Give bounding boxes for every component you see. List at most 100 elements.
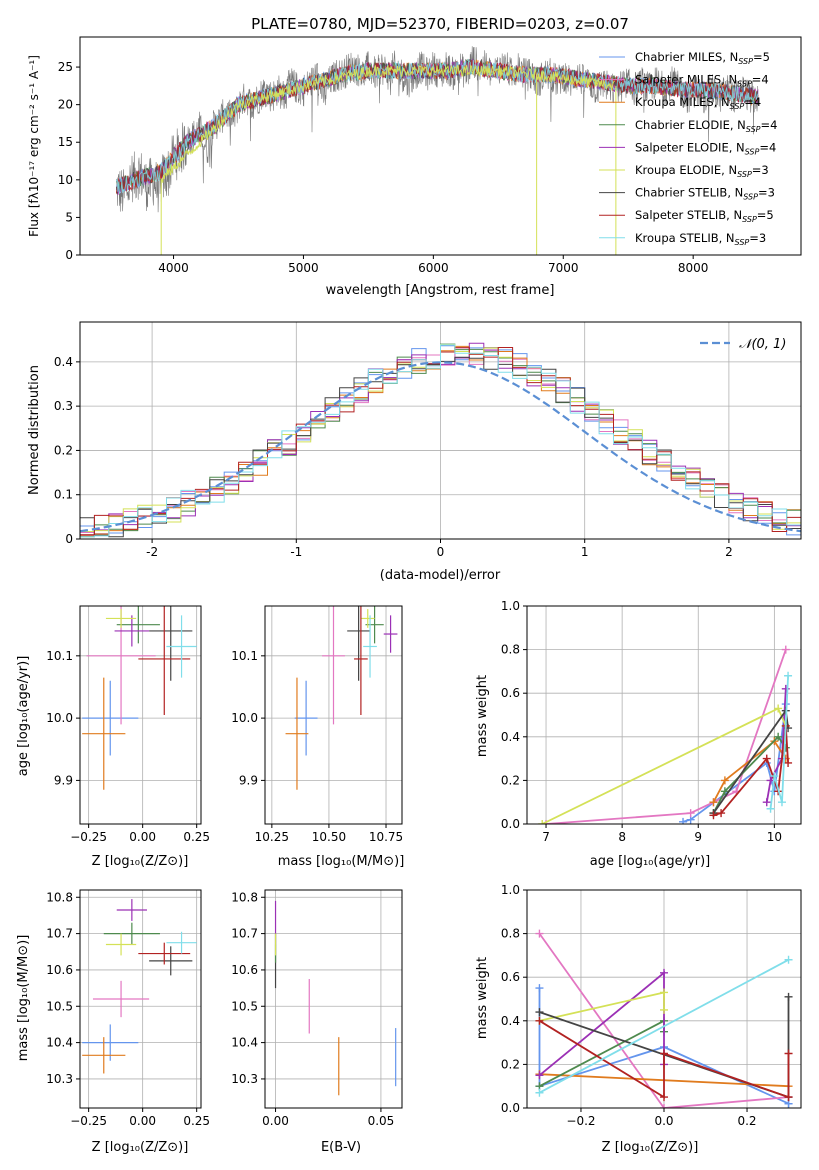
mass-vs-z-errorbar-point bbox=[149, 946, 193, 976]
mass-vs-ebv-grid bbox=[265, 890, 402, 1108]
age-vs-z-errorbar-point bbox=[116, 606, 160, 644]
weight-vs-z-series-marker bbox=[535, 1016, 544, 1025]
spectrum-xtick-label: 7000 bbox=[548, 261, 579, 275]
mass-vs-z-frame bbox=[79, 889, 202, 1109]
weight-vs-z-series-line bbox=[538, 933, 789, 1108]
spectrum-ytick-label: 5 bbox=[65, 210, 73, 224]
spectrum-ytick-label: 25 bbox=[58, 60, 73, 74]
mass-vs-z-errorbar-point bbox=[103, 922, 160, 945]
weight-vs-z-ytick-label: 0.2 bbox=[501, 1057, 520, 1071]
age-vs-mass-xtick-label: 10.50 bbox=[312, 830, 346, 844]
histogram-ytick-label: 0.1 bbox=[54, 488, 73, 502]
weight-vs-age-ylabel: mass weight bbox=[475, 675, 490, 757]
histogram-xlabel: (data-model)/error bbox=[380, 568, 501, 583]
weight-vs-age-xlabel: age [log₁₀(age/yr)] bbox=[590, 854, 711, 869]
mass-vs-metallicity-panel: Z [log₁₀(Z/Z⊙)] mass [log₁₀(M/M⊙)] −0.25… bbox=[16, 889, 210, 1155]
mass-vs-z-xtick-label: 0.00 bbox=[129, 1114, 156, 1128]
mass-vs-ebv-ticks: 0.00 0.05 10.3 10.4 10.5 10.6 10.7 10.8 bbox=[231, 890, 394, 1128]
weight-vs-z-series-marker bbox=[784, 1049, 793, 1058]
age-vs-mass-xlabel: mass [log₁₀(M/M⊙)] bbox=[278, 854, 405, 869]
age-vs-z-xlabel: Z [log₁₀(Z/Z⊙)] bbox=[92, 854, 189, 869]
age-vs-z-xtick-label: 0.25 bbox=[183, 830, 210, 844]
mass-vs-z-errorbar-point bbox=[92, 980, 150, 1018]
mass-vs-z-ytick-label: 10.5 bbox=[46, 999, 73, 1013]
age-vs-mass-errorbar-point bbox=[365, 606, 384, 644]
weight-vs-z-series-marker bbox=[784, 1093, 793, 1102]
mass-vs-z-grid bbox=[80, 890, 201, 1108]
spectrum-panel: PLATE=0780, MJD=52370, FIBERID=0203, z=0… bbox=[27, 15, 802, 298]
spectrum-legend-label: Salpeter MILES, NSSP=4 bbox=[635, 73, 769, 89]
age-vs-mass-errorbar-point bbox=[363, 615, 377, 678]
mass-vs-ebv-xlabel: E(B-V) bbox=[321, 1140, 361, 1155]
spectrum-title: PLATE=0780, MJD=52370, FIBERID=0203, z=0… bbox=[251, 15, 629, 33]
weight-vs-age-series-marker bbox=[720, 776, 729, 785]
weight-vs-age-series-marker bbox=[784, 758, 793, 767]
spectrum-legend-label: Kroupa STELIB, NSSP=3 bbox=[635, 231, 766, 247]
mass-vs-ebv-ytick-label: 10.3 bbox=[231, 1072, 258, 1086]
age-vs-mass-errorbar-point bbox=[322, 606, 345, 725]
weight-vs-age-ytick-label: 0.6 bbox=[501, 686, 520, 700]
age-vs-z-frame bbox=[79, 605, 202, 825]
age-vs-z-errorbar-point bbox=[86, 606, 156, 725]
mass-vs-z-errorbar-point bbox=[105, 933, 137, 956]
age-vs-mass-errorbar-point bbox=[347, 606, 371, 681]
weight-vs-age-series-marker bbox=[777, 798, 786, 807]
spectrum-data-line bbox=[537, 58, 616, 122]
age-vs-mass-errorbar-point bbox=[285, 677, 309, 790]
age-vs-z-ticks: −0.25 0.00 0.25 9.9 10.0 10.1 bbox=[46, 649, 210, 844]
weight-vs-z-ticks: −0.2 0.0 0.2 0.0 0.2 0.4 0.6 0.8 1.0 bbox=[501, 883, 757, 1128]
weight-vs-z-xtick-label: 0.0 bbox=[654, 1114, 673, 1128]
spectrum-legend-label: Kroupa MILES, NSSP=4 bbox=[635, 95, 761, 111]
spectrum-kroupa-elodie-line bbox=[160, 64, 615, 183]
spectrum-legend: Chabrier MILES, NSSP=5 Salpeter MILES, NS… bbox=[599, 50, 777, 247]
weight-vs-age-series-marker bbox=[762, 798, 771, 807]
weight-vs-age-series-line bbox=[712, 708, 789, 814]
weight-vs-z-ytick-label: 0.6 bbox=[501, 970, 520, 984]
spectrum-legend-label: Salpeter STELIB, NSSP=5 bbox=[635, 208, 774, 224]
spectrum-plot-area bbox=[115, 46, 759, 255]
mass-vs-ebv-ytick-label: 10.7 bbox=[231, 927, 258, 941]
mass-weight-vs-metallicity-panel: Z [log₁₀(Z/Z⊙)] mass weight −0.2 0.0 0.2 0.… bbox=[475, 883, 802, 1155]
age-vs-z-ytick-label: 10.0 bbox=[46, 711, 73, 725]
spectrum-ytick-label: 10 bbox=[58, 173, 73, 187]
weight-vs-z-series-marker bbox=[535, 1071, 544, 1080]
mass-vs-ebv-ytick-label: 10.4 bbox=[231, 1036, 258, 1050]
weight-vs-age-series-marker bbox=[770, 772, 779, 781]
age-vs-z-xtick-label: 0.00 bbox=[129, 830, 156, 844]
histogram-ticks: -2 -1 0 1 2 0 0.1 0.2 0.3 0.4 bbox=[54, 355, 733, 559]
weight-vs-age-xtick-label: 9 bbox=[694, 830, 702, 844]
age-vs-mass-plot-area bbox=[285, 606, 398, 790]
histogram-xtick-label: 2 bbox=[725, 545, 733, 559]
age-vs-mass-errorbar-point bbox=[294, 680, 318, 756]
mass-vs-ebv-frame bbox=[264, 889, 403, 1109]
weight-vs-z-series-marker bbox=[660, 968, 668, 977]
weight-vs-age-series-marker bbox=[781, 684, 790, 693]
spectrum-legend-label: Salpeter ELODIE, NSSP=4 bbox=[635, 140, 776, 156]
mass-vs-z-errorbar-point bbox=[82, 1037, 126, 1074]
mass-vs-ebv-ytick-label: 10.6 bbox=[231, 963, 258, 977]
weight-vs-age-series-marker bbox=[679, 817, 688, 824]
weight-vs-z-ytick-label: 0.8 bbox=[501, 927, 520, 941]
histogram-xtick-label: 0 bbox=[437, 545, 445, 559]
weight-vs-age-series-marker bbox=[686, 809, 695, 818]
weight-vs-age-ticks: 7 8 9 10 0.0 0.2 0.4 0.6 0.8 1.0 bbox=[501, 599, 782, 844]
spectrum-ylabel: Flux [fλ10⁻¹⁷ erg cm⁻² s⁻¹ A⁻¹] bbox=[27, 55, 41, 237]
spectrum-xtick-label: 5000 bbox=[288, 261, 319, 275]
age-vs-mass-xtick-label: 10.75 bbox=[369, 830, 403, 844]
histogram-legend: 𝒩(0, 1) bbox=[700, 337, 786, 352]
weight-vs-z-series-marker bbox=[660, 1104, 668, 1108]
weight-vs-z-series-marker bbox=[784, 955, 793, 964]
spectrum-xtick-label: 6000 bbox=[418, 261, 449, 275]
weight-vs-age-series-marker bbox=[717, 809, 726, 818]
weight-vs-z-xtick-label: −0.2 bbox=[566, 1114, 595, 1128]
weight-vs-age-grid bbox=[527, 605, 801, 825]
histogram-xtick-label: -2 bbox=[146, 545, 158, 559]
weight-vs-age-xtick-label: 10 bbox=[767, 830, 782, 844]
mass-vs-ebv-xtick-label: 0.00 bbox=[262, 1114, 289, 1128]
spectrum-legend-label: Kroupa ELODIE, NSSP=3 bbox=[635, 163, 769, 179]
age-vs-mass-ticks: 10.25 10.50 10.75 9.9 10.0 10.1 bbox=[231, 649, 403, 844]
mass-vs-z-xtick-label: −0.25 bbox=[70, 1114, 107, 1128]
mass-vs-z-errorbar-point bbox=[116, 899, 147, 921]
weight-vs-z-series-marker bbox=[535, 1088, 544, 1097]
age-vs-mass-ytick-label: 9.9 bbox=[239, 773, 258, 787]
